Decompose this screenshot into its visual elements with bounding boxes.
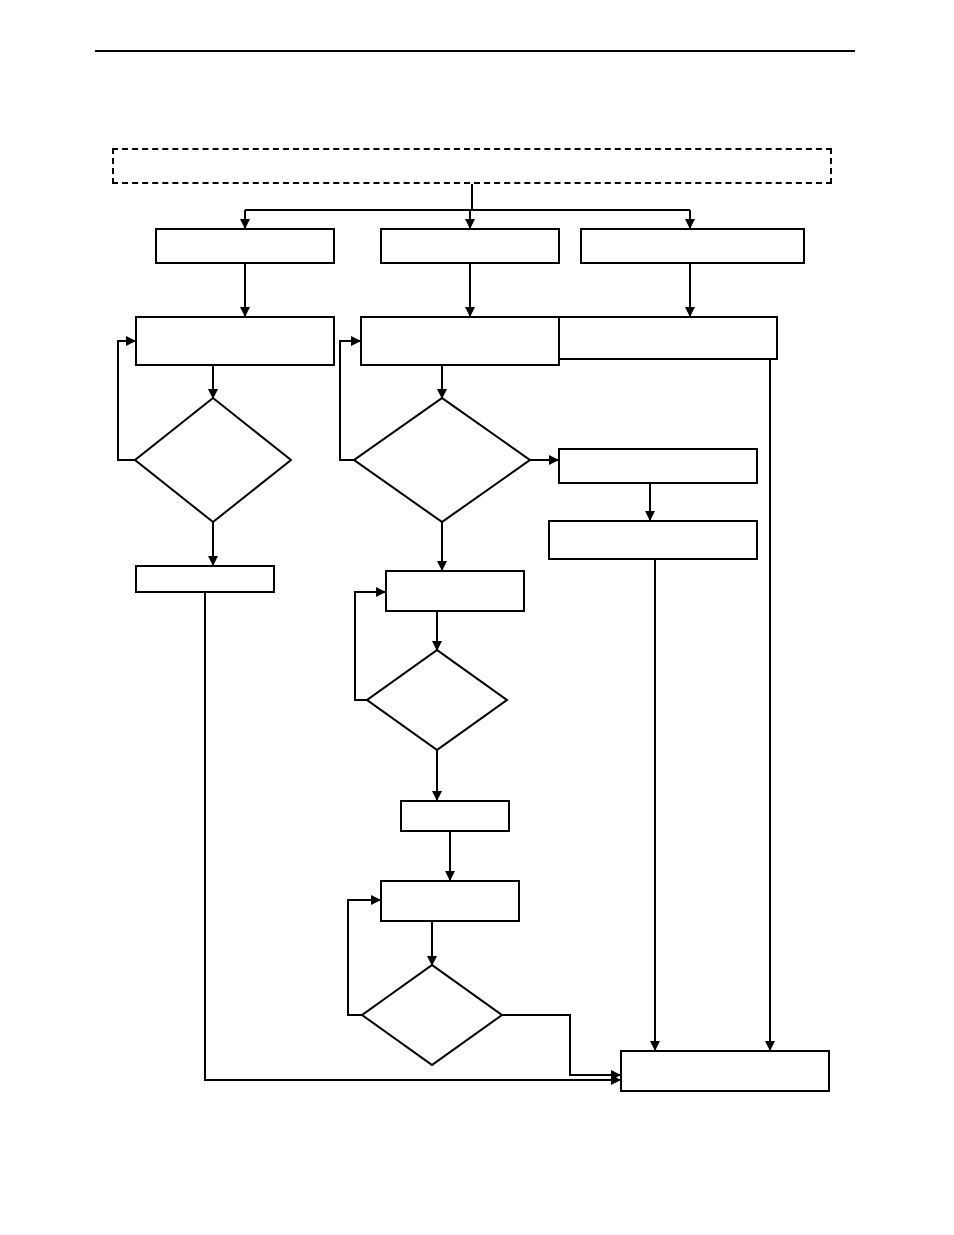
flowchart-page — [0, 0, 954, 1235]
node-b4 — [385, 570, 525, 612]
node-c1 — [580, 228, 805, 264]
edge — [502, 1015, 620, 1075]
edge — [340, 341, 360, 460]
edge — [118, 341, 135, 460]
node-end — [620, 1050, 830, 1092]
node-a1 — [155, 228, 335, 264]
edge — [355, 592, 385, 700]
node-b3 — [354, 398, 530, 522]
node-c4 — [548, 520, 758, 560]
node-b7 — [380, 880, 520, 922]
node-b5 — [367, 650, 507, 750]
node-c2 — [558, 316, 778, 360]
node-b6 — [400, 800, 510, 832]
node-start — [112, 148, 832, 184]
node-c3 — [558, 448, 758, 484]
node-b2 — [360, 316, 560, 366]
node-b1 — [380, 228, 560, 264]
node-a3 — [135, 398, 291, 522]
edge — [348, 900, 380, 1015]
node-a2 — [135, 316, 335, 366]
node-a4 — [135, 565, 275, 593]
node-b8 — [362, 965, 502, 1065]
